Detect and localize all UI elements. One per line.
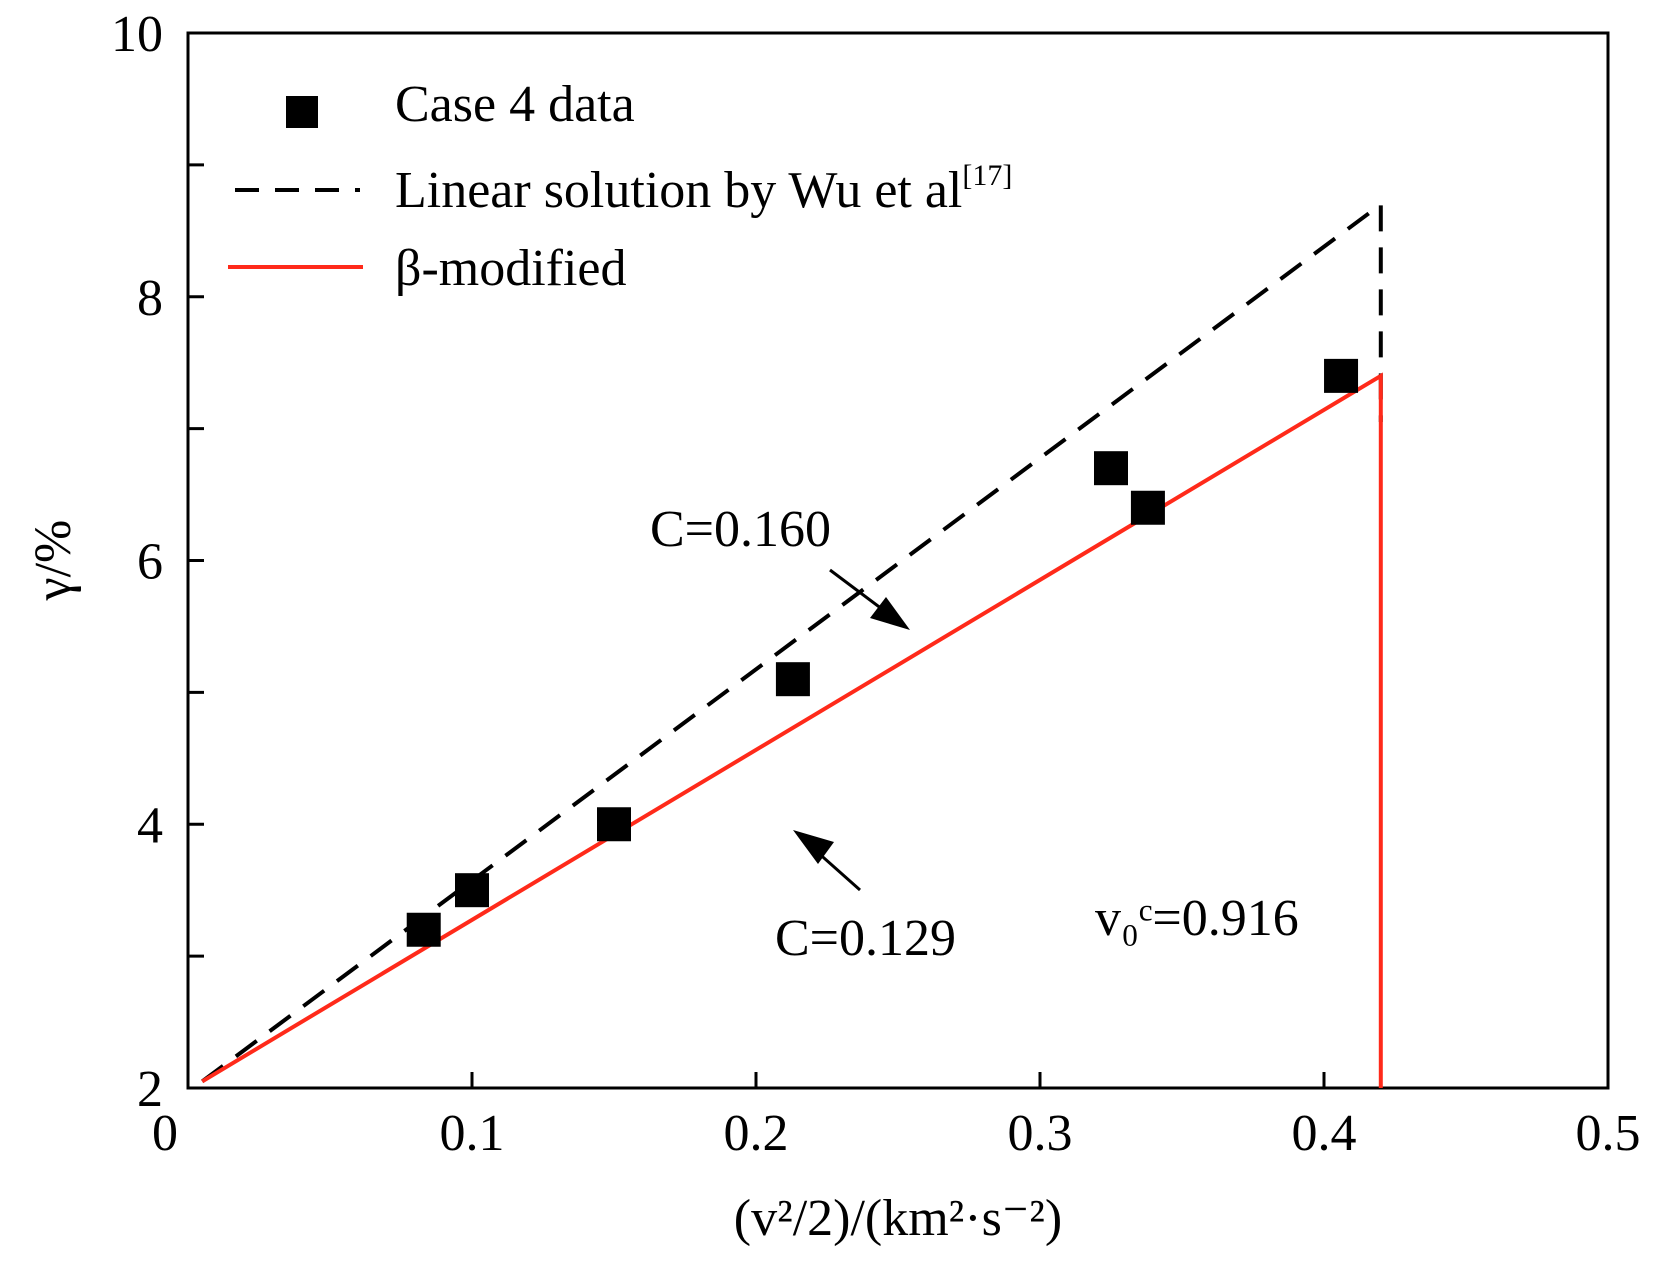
x-tick-label: 0.4 [1292, 1105, 1357, 1162]
data-point-case4 [775, 662, 810, 697]
series-layer [201, 200, 1383, 1088]
y-axis-title: γ/% [25, 520, 82, 602]
annotation-c160-arrowhead [870, 597, 910, 630]
y-tick-label: 4 [137, 797, 163, 854]
annotation-c160: C=0.160 [650, 501, 910, 630]
legend-label-linear-superscript: [17] [962, 159, 1012, 192]
legend-marker-square [286, 96, 318, 128]
x-tick-label: 0.3 [1008, 1105, 1073, 1162]
data-point-case4 [1324, 358, 1359, 393]
annotation-c129-label: C=0.129 [775, 910, 956, 967]
x-tick-label: 0.2 [724, 1105, 789, 1162]
annotation-c129: C=0.129 [775, 830, 956, 967]
legend-label-linear-text: Linear solution by Wu et al [395, 162, 962, 219]
series-line-linear-solution [201, 200, 1383, 1084]
x-ticks: 0 0.1 0.2 0.3 0.4 0.5 [152, 1072, 1641, 1162]
x-tick-label: 0 [152, 1105, 178, 1162]
marker-layer [406, 358, 1359, 947]
data-point-case4 [597, 807, 631, 842]
data-point-case4 [406, 912, 441, 947]
x-tick-label: 0.1 [440, 1105, 505, 1162]
data-point-case4 [1130, 490, 1165, 525]
annotation-c160-label: C=0.160 [650, 501, 831, 558]
x-tick-label: 0.5 [1576, 1105, 1641, 1162]
data-point-case4 [455, 873, 489, 908]
data-point-case4 [1094, 451, 1128, 486]
y-tick-label: 2 [137, 1061, 163, 1118]
y-ticks: 2 4 6 8 10 [111, 6, 204, 1118]
x-axis-title: (v²/2)/(km²·s⁻²) [734, 1190, 1062, 1247]
y-tick-label: 10 [111, 6, 163, 63]
legend: Case 4 data Linear solution by Wu et al[… [228, 76, 1012, 297]
legend-label-case4: Case 4 data [395, 76, 635, 133]
y-tick-label: 8 [137, 270, 163, 327]
legend-label-beta: β-modified [395, 240, 627, 297]
annotation-v0c-label: v₀ᶜ=0.916 [1095, 890, 1299, 947]
legend-label-linear: Linear solution by Wu et al[17] [395, 159, 1012, 219]
y-tick-label: 6 [137, 534, 163, 591]
annotation-c129-arrowhead [793, 830, 834, 864]
series-line-beta-modified [201, 372, 1383, 1088]
